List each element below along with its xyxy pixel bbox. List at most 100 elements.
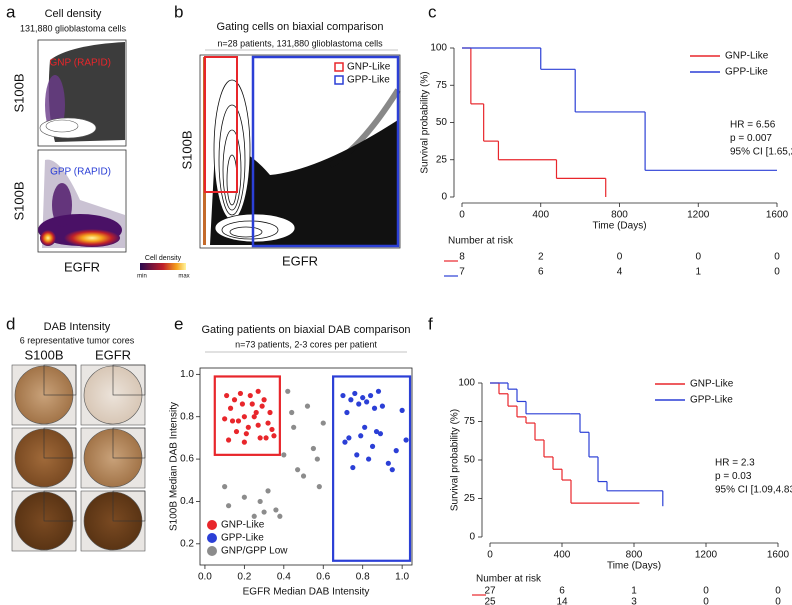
point — [222, 416, 228, 422]
point — [310, 445, 316, 452]
point — [229, 418, 236, 424]
point — [300, 473, 307, 479]
legend-label: GNP-Like — [725, 51, 769, 62]
point — [295, 467, 301, 473]
legend-marker — [207, 520, 217, 530]
y-tick-label: 0.4 — [180, 496, 194, 507]
colorbar-title: Cell density — [145, 255, 182, 262]
point — [224, 392, 230, 399]
density-plot — [37, 39, 127, 147]
risk-count: 0 — [695, 252, 701, 263]
legend-swatch — [334, 75, 344, 85]
x-tick-label: 0.6 — [316, 572, 330, 583]
gate — [213, 375, 281, 456]
point — [364, 399, 370, 405]
x-axis-label: EGFR — [64, 259, 100, 274]
risk-count: 0 — [703, 597, 709, 605]
point — [350, 464, 356, 471]
y-tick-label: 25 — [464, 493, 476, 504]
point — [249, 401, 255, 407]
risk-count: 27 — [484, 586, 496, 597]
x-tick-label: 1200 — [695, 550, 718, 561]
point — [257, 435, 263, 441]
point — [277, 513, 283, 519]
point — [348, 397, 354, 403]
y-tick-label: 0 — [469, 532, 475, 543]
plot-label: GPP (RAPID) — [50, 167, 111, 178]
point — [393, 448, 399, 454]
point — [263, 435, 269, 441]
panel-letter: b — [174, 2, 183, 21]
point — [237, 390, 244, 397]
x-tick-label: 0.8 — [356, 572, 370, 583]
x-tick-label: 1600 — [766, 210, 789, 221]
point — [227, 405, 234, 411]
annotation: 95% CI [1.09,4.83] — [715, 485, 792, 496]
point — [356, 401, 362, 407]
point — [352, 390, 358, 397]
x-tick-label: 400 — [554, 550, 571, 561]
y-tick-label: 100 — [458, 378, 475, 389]
risk-count: 0 — [775, 586, 781, 597]
point — [360, 395, 366, 401]
point — [367, 392, 374, 399]
point — [346, 435, 352, 441]
risk-count: 14 — [556, 597, 568, 605]
panel-title: Cell density — [45, 8, 102, 20]
point — [389, 467, 395, 473]
risk-title: Number at risk — [448, 236, 514, 247]
point — [259, 403, 265, 409]
risk-count: 1 — [695, 267, 701, 278]
y-tick-label: 75 — [436, 80, 448, 91]
tissue-cores — [11, 364, 146, 552]
panel-subtitle: 131,880 glioblastoma cells — [20, 23, 127, 33]
colorbar-max: max — [178, 274, 189, 280]
y-axis-label: S100B — [11, 73, 26, 112]
panel-title: Gating patients on biaxial DAB compariso… — [201, 324, 410, 336]
point — [255, 422, 261, 428]
panel-subtitle: n=73 patients, 2-3 cores per patient — [235, 339, 377, 349]
legend-label: GNP-Like — [347, 62, 391, 73]
y-axis-label: Survival probability (%) — [450, 409, 461, 511]
point — [281, 452, 287, 458]
panel-title: Gating cells on biaxial comparison — [217, 21, 384, 33]
gate — [251, 55, 400, 248]
colorbar — [140, 263, 186, 270]
point — [265, 488, 271, 494]
point — [225, 437, 232, 443]
risk-count: 7 — [459, 267, 465, 278]
point — [269, 426, 275, 433]
x-tick-label: 0.2 — [237, 572, 251, 583]
x-axis-label: EGFR — [282, 253, 318, 268]
density-plot — [37, 149, 127, 253]
point — [344, 409, 350, 416]
y-axis-label: Survival probability (%) — [420, 71, 431, 173]
point — [354, 452, 360, 458]
panel-letter: c — [428, 2, 437, 21]
point — [285, 388, 291, 394]
point — [265, 420, 271, 426]
point — [291, 424, 297, 430]
risk-count: 0 — [617, 252, 623, 263]
annotation: 95% CI [1.65,26.0] — [730, 147, 792, 158]
y-tick-label: 0.8 — [180, 411, 194, 422]
point — [320, 420, 326, 426]
point — [253, 409, 259, 416]
point — [366, 456, 372, 462]
point — [251, 513, 257, 519]
panel-letter: a — [6, 2, 16, 21]
legend-label: GNP/GPP Low — [221, 546, 288, 557]
point — [342, 439, 348, 445]
point — [233, 428, 240, 435]
y-tick-label: 75 — [464, 416, 476, 427]
point — [273, 507, 279, 513]
plot-frame — [199, 367, 413, 566]
legend-label: GPP-Like — [690, 395, 733, 406]
y-axis-label: S100B — [179, 130, 194, 169]
point — [247, 392, 253, 399]
density-scatter — [199, 54, 401, 249]
legend-label: GNP-Like — [221, 520, 265, 531]
y-tick-label: 0.2 — [180, 538, 194, 549]
x-tick-label: 1.0 — [395, 572, 409, 583]
